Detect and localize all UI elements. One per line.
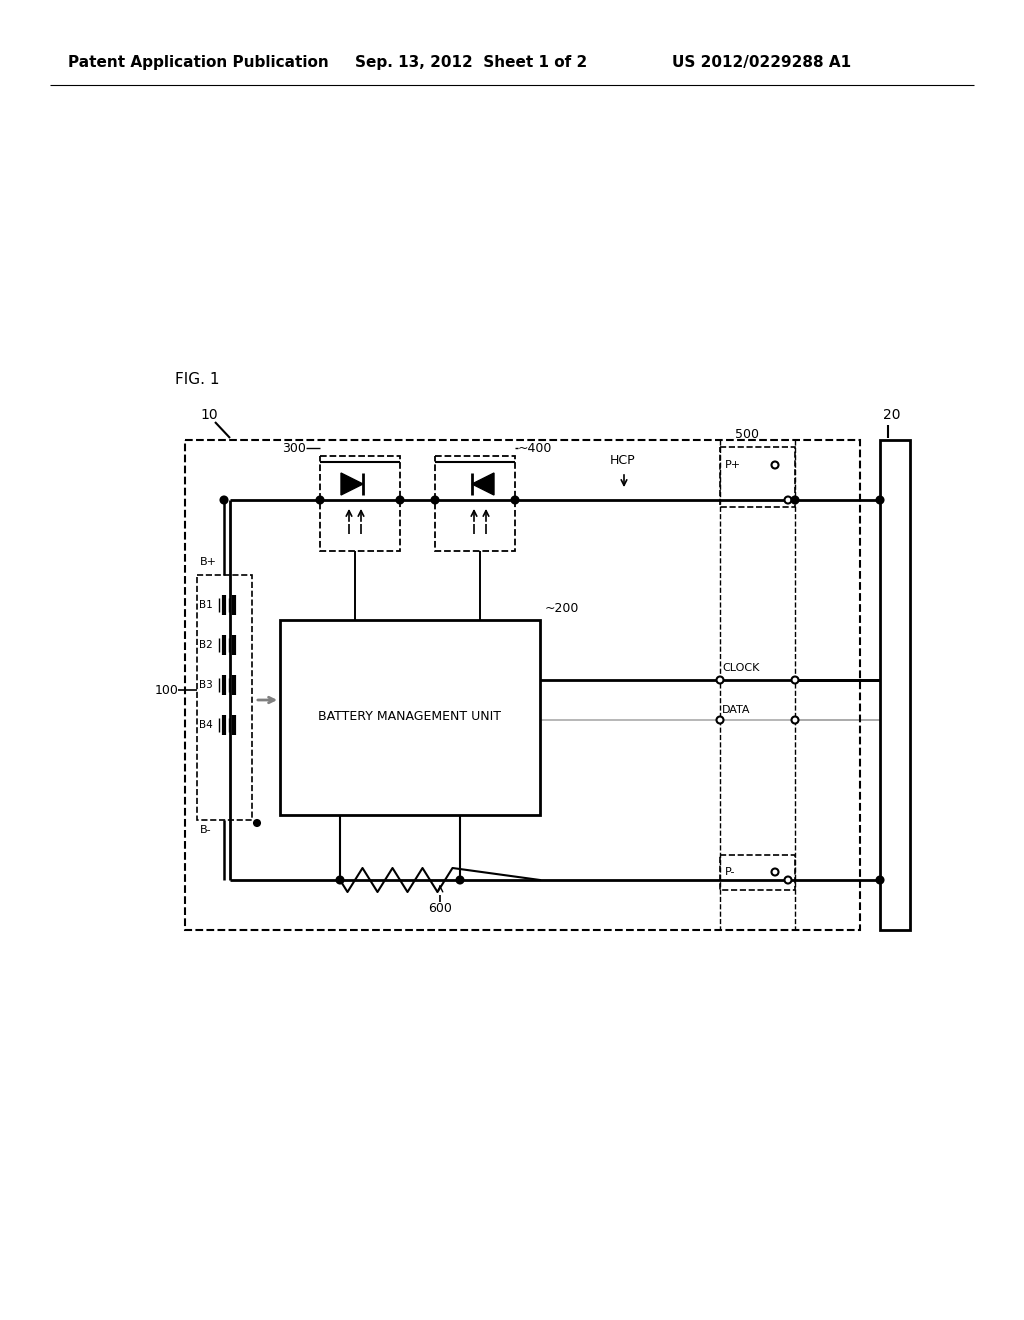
Circle shape bbox=[457, 876, 464, 883]
Circle shape bbox=[784, 876, 792, 883]
Circle shape bbox=[431, 496, 438, 503]
Bar bbox=[197, 576, 252, 820]
Text: B-: B- bbox=[200, 825, 212, 836]
Text: B4: B4 bbox=[199, 719, 213, 730]
Text: ~400: ~400 bbox=[518, 441, 552, 454]
Bar bbox=[185, 440, 860, 931]
Circle shape bbox=[254, 820, 260, 826]
Circle shape bbox=[337, 876, 343, 883]
Circle shape bbox=[771, 462, 778, 469]
Bar bbox=[720, 447, 795, 507]
Text: 600: 600 bbox=[428, 902, 452, 915]
Polygon shape bbox=[341, 473, 362, 495]
Text: Sep. 13, 2012  Sheet 1 of 2: Sep. 13, 2012 Sheet 1 of 2 bbox=[355, 54, 587, 70]
Bar bbox=[319, 455, 400, 550]
Circle shape bbox=[396, 496, 403, 503]
Circle shape bbox=[792, 676, 799, 684]
Text: B+: B+ bbox=[200, 557, 217, 568]
Circle shape bbox=[877, 876, 884, 883]
Circle shape bbox=[792, 717, 799, 723]
Bar bbox=[880, 440, 910, 931]
Text: P-: P- bbox=[725, 867, 735, 876]
Circle shape bbox=[512, 496, 518, 503]
Text: B1: B1 bbox=[199, 601, 213, 610]
Text: B3: B3 bbox=[199, 680, 213, 690]
Text: HCP: HCP bbox=[610, 454, 636, 466]
Polygon shape bbox=[472, 473, 494, 495]
Text: B2: B2 bbox=[199, 640, 213, 649]
Bar bbox=[720, 855, 795, 890]
Text: FIG. 1: FIG. 1 bbox=[175, 372, 219, 388]
Text: 300: 300 bbox=[282, 441, 306, 454]
Circle shape bbox=[771, 869, 778, 875]
Circle shape bbox=[877, 496, 884, 503]
Circle shape bbox=[316, 496, 324, 503]
Circle shape bbox=[220, 496, 227, 503]
Text: 10: 10 bbox=[200, 408, 218, 422]
Text: US 2012/0229288 A1: US 2012/0229288 A1 bbox=[672, 54, 851, 70]
Text: P+: P+ bbox=[725, 459, 741, 470]
Circle shape bbox=[717, 676, 724, 684]
Text: 20: 20 bbox=[883, 408, 900, 422]
Circle shape bbox=[717, 717, 724, 723]
Text: 500: 500 bbox=[735, 429, 759, 441]
Bar bbox=[435, 455, 515, 550]
Text: ~200: ~200 bbox=[545, 602, 580, 615]
Bar bbox=[280, 620, 540, 814]
Text: Patent Application Publication: Patent Application Publication bbox=[68, 54, 329, 70]
Circle shape bbox=[792, 496, 799, 503]
Text: CLOCK: CLOCK bbox=[722, 663, 760, 673]
Text: 100: 100 bbox=[155, 684, 179, 697]
Text: BATTERY MANAGEMENT UNIT: BATTERY MANAGEMENT UNIT bbox=[318, 710, 502, 723]
Circle shape bbox=[784, 496, 792, 503]
Text: DATA: DATA bbox=[722, 705, 751, 715]
